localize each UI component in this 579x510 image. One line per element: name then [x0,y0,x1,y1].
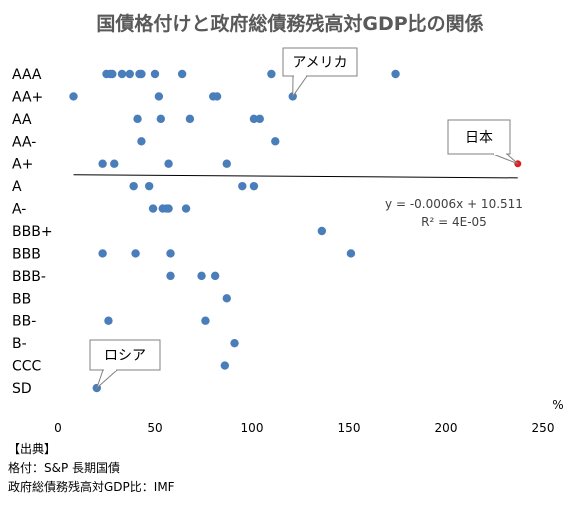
y-tick-label: AAA [12,67,42,83]
data-point [197,271,206,281]
callout-label: アメリカ [292,55,347,71]
data-point [117,69,127,79]
trendline-equation: y = -0.0006x + 10.511 [385,197,523,211]
x-tick-label: 150 [338,421,361,435]
data-point [69,92,78,101]
y-tick-label: BB [12,291,31,307]
y-tick-label: BB- [12,314,36,330]
x-tick-label: 250 [532,421,555,435]
callout-label: 日本 [465,130,493,146]
trendline-equation-box: y = -0.0006x + 10.511 R² = 4E-05 [385,190,524,232]
data-point [110,159,119,168]
callout-pointer [95,369,119,390]
callout-box [89,339,161,371]
trendline [73,174,518,179]
data-point [156,114,166,124]
data-point [129,181,138,191]
data-point [249,114,259,124]
source-debt: 政府総債務残高対GDP比：IMF [8,480,175,494]
data-point [249,181,259,191]
y-tick-label: AA+ [12,89,43,105]
data-point [185,114,195,124]
y-tick-label: BBB [12,246,41,262]
data-point [166,271,175,281]
y-tick-label: A [12,179,22,195]
data-point [148,204,158,213]
data-point [98,159,107,168]
x-tick-label: 0 [54,421,62,435]
data-point [222,159,231,168]
source-rating: 格付：S&P 長期国債 [8,461,121,475]
data-point [346,249,356,258]
x-tick-label: 200 [435,421,458,435]
data-point [317,226,327,236]
y-tick-label: AA- [12,134,36,150]
data-point [212,92,222,101]
data-point [108,69,117,79]
callout-box [447,119,511,155]
data-point [166,249,175,258]
data-point [144,181,154,191]
callout-label: ロシア [104,348,146,364]
data-point [230,338,239,348]
y-tick-label: SD [12,381,32,397]
data-point [131,249,140,258]
callout-pointer [292,75,308,99]
y-tick-label: BBB- [12,269,46,285]
data-point [164,159,173,168]
data-point [177,69,187,79]
y-tick-label: A- [12,202,26,218]
data-point [238,181,247,191]
callout-box [282,47,358,77]
data-point [164,204,173,213]
data-point [391,69,400,79]
data-point [104,316,113,325]
data-point [201,316,210,325]
data-point [137,69,146,79]
data-point [210,271,220,281]
chart-title: 国債格付けと政府総債務残高対GDP比の関係 [96,12,483,35]
data-point [271,137,280,146]
data-point [137,137,146,146]
y-tick-label: A+ [12,157,33,173]
data-point [255,114,264,124]
x-tick-label: 50 [147,421,162,435]
y-tick-label: BBB+ [12,224,53,240]
data-point [154,92,164,101]
data-point [222,294,231,303]
r-squared: R² = 4E-05 [421,215,487,229]
callout-pointer [492,153,519,165]
data-point [267,69,276,79]
source-header: 【出典】 [8,442,57,456]
y-tick-label: CCC [12,359,42,375]
x-tick-label: 100 [241,421,264,435]
data-point [181,204,191,213]
x-unit-label: % [552,398,563,412]
data-point [125,69,134,79]
data-point [98,249,107,258]
y-tick-label: B- [12,336,27,352]
data-point [150,69,160,79]
data-point [133,114,142,124]
data-point [220,361,230,370]
y-tick-label: AA [12,112,32,128]
